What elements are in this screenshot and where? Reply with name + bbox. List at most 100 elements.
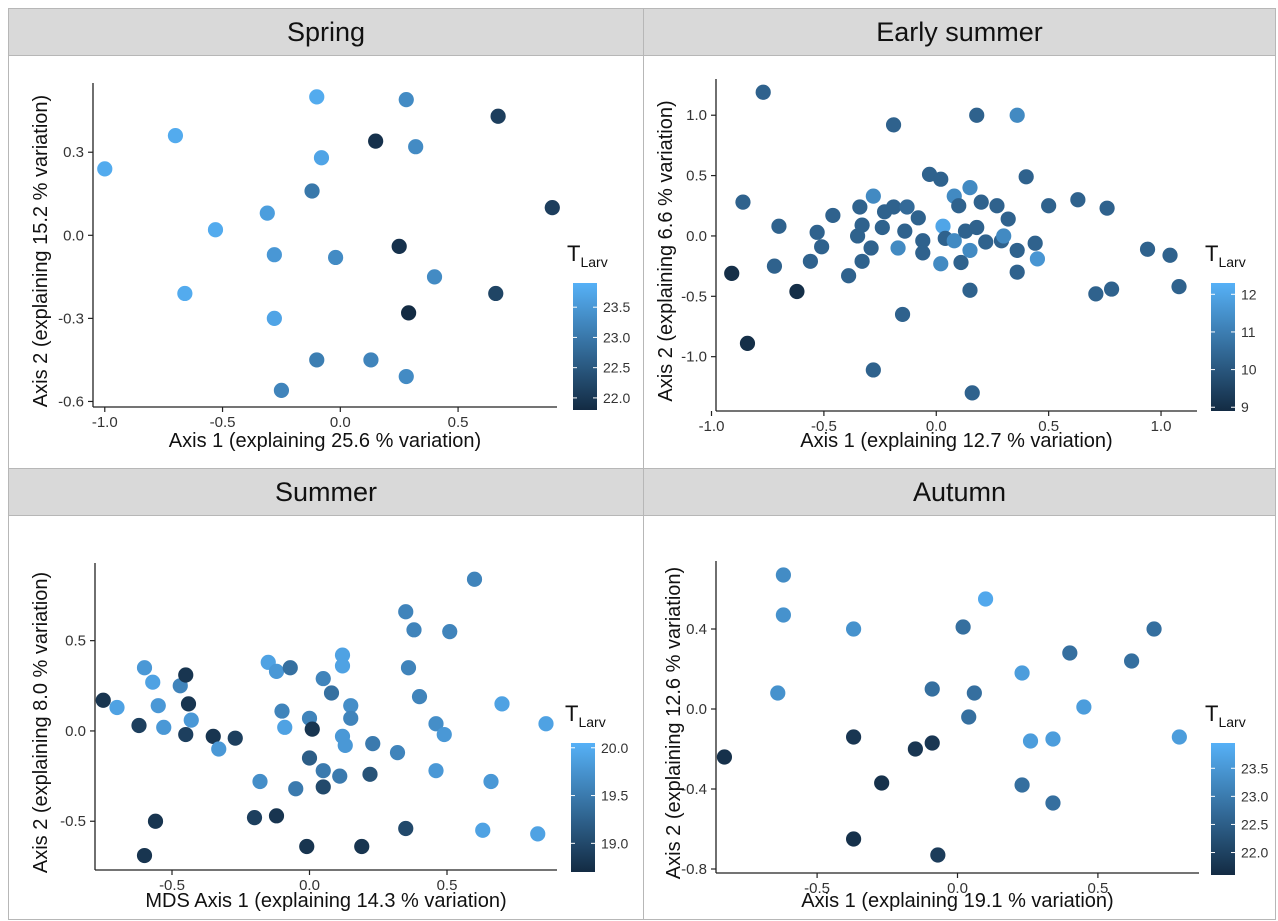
data-point [845,729,862,745]
data-point [724,265,740,281]
legend-title-subscript: Larv [1218,254,1245,270]
data-point [1124,653,1140,669]
x-tick-label: 0.0 [330,414,351,431]
data-point [962,282,978,298]
data-point [825,207,841,224]
data-point [964,385,980,401]
data-point [996,228,1012,244]
data-point [177,285,193,302]
data-point [1076,699,1092,715]
x-tick-label: 0.5 [437,877,458,894]
data-point [1103,281,1120,297]
data-point [167,128,184,144]
y-tick-label: 0.0 [686,228,707,245]
panel-title: Spring [9,9,643,56]
colorbar-tick-label: 22.5 [1241,816,1268,832]
x-tick-label: -0.5 [811,418,837,435]
data-point [274,703,290,719]
colorbar-tick-label: 23.5 [1241,760,1268,776]
y-axis-label: Axis 2 (explaining 6.6 % variation) [655,100,677,401]
colorbar-tick-label: 19.5 [601,788,628,804]
data-point [323,685,340,701]
data-point [428,763,444,779]
colorbar-tick-label: 20.0 [601,740,628,756]
data-point [252,773,268,790]
colorbar [571,743,595,872]
data-point [411,689,428,705]
colorbar-tick-label: 23.0 [1241,788,1268,804]
data-point [953,254,969,271]
data-point [327,249,344,266]
data-point [1099,200,1115,216]
data-point [95,692,111,708]
x-tick-label: -1.0 [699,418,725,435]
y-tick-label: 0.0 [65,723,86,740]
y-tick-label: 0.3 [63,144,84,161]
data-point [1070,192,1086,208]
data-point [268,808,285,824]
colorbar-tick-label: 12 [1241,286,1257,302]
data-point [966,685,982,701]
data-point [406,622,422,638]
data-point [334,647,351,663]
data-point [343,710,359,726]
data-point [363,352,379,368]
data-point [894,306,911,323]
data-point [907,741,923,757]
x-tick-label: 0.0 [926,418,947,435]
data-point [538,716,554,732]
data-point [775,607,791,623]
data-point [205,728,221,744]
data-point [475,822,491,838]
data-point [946,233,962,249]
data-point [334,658,351,674]
panel-early-summer: Early summer -1.0 -0.5 0.0 0.5 1.0 -1.0 -0.5 0.… [644,9,1275,468]
data-point [368,133,384,149]
data-point [494,696,510,712]
data-point [398,92,414,108]
colorbar-tick-label: 22.5 [603,360,630,376]
data-point [315,779,331,795]
data-point [268,663,285,679]
figure-grid: Spring -1.0 -0.5 0.0 0.5 -0.6 -0.3 0.0 0.3 Axis … [8,8,1276,920]
colorbar [1211,283,1235,411]
data-point [436,726,452,743]
data-point [775,567,791,583]
data-point [1139,241,1156,257]
colorbar-tick-label: 9 [1241,399,1249,415]
data-point [97,161,113,177]
data-point [1029,251,1046,267]
data-point [136,660,153,676]
data-point [428,716,444,732]
y-tick-label: -0.4 [681,781,707,798]
data-point [1018,169,1034,185]
data-point [874,219,890,236]
y-tick-label: 0.5 [65,633,86,650]
legend-title: TLarv [565,701,606,730]
data-point [1009,107,1025,123]
x-tick-label: 0.5 [448,414,469,431]
data-point [266,310,282,326]
data-point [874,775,890,791]
legend-title-main: T [1205,701,1218,726]
data-point [288,781,304,797]
data-point [389,745,406,761]
data-point [977,591,994,607]
data-point [227,730,243,746]
data-point [488,285,504,302]
panel-title: Early summer [644,9,1275,56]
data-point [890,240,906,256]
data-point [885,199,902,215]
data-point [309,89,325,105]
autumn-scatter-plot: -0.5 0.0 0.5 -0.8 -0.4 0.0 0.4 Axis 1 (explaini… [663,561,1268,912]
legend-title: TLarv [1205,241,1246,270]
y-tick-label: -0.3 [58,310,84,327]
data-point [845,621,862,637]
data-point [304,721,320,737]
data-point [337,737,353,753]
x-tick-label: 0.0 [299,877,320,894]
data-point [951,198,967,214]
data-point [277,719,293,735]
spring-scatter-plot: -1.0 -0.5 0.0 0.5 -0.6 -0.3 0.0 0.3 Axis 1 (expl… [30,83,630,452]
y-tick-label: -1.0 [681,349,707,366]
